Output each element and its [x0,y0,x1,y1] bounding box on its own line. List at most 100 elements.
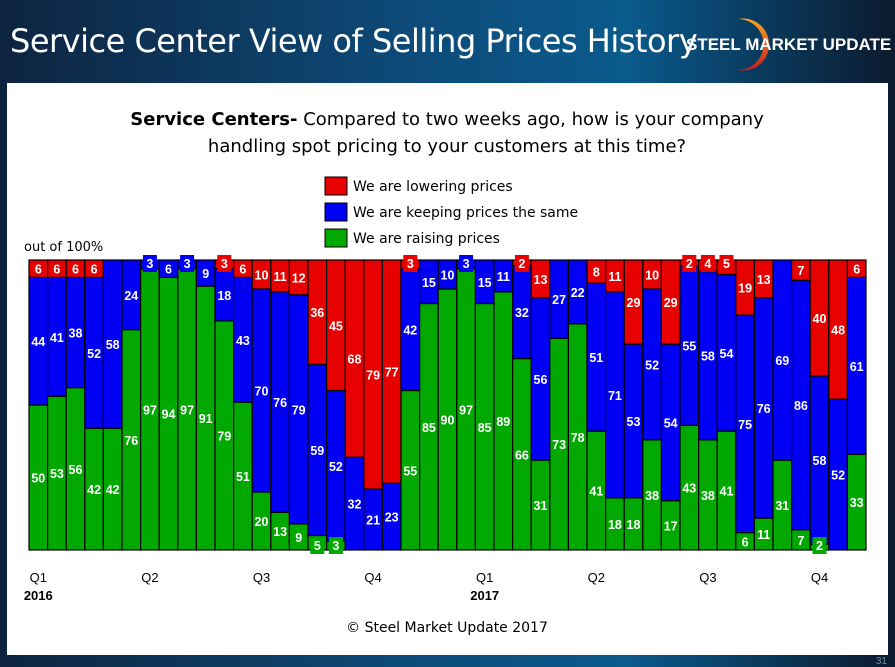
data-label: 41 [720,485,734,499]
data-label: 18 [627,518,641,532]
x-tick-label: Q2 [588,570,605,585]
data-label: 58 [106,338,120,352]
data-label: 79 [217,429,231,443]
data-label: 13 [534,273,548,287]
data-label: 97 [459,403,473,417]
data-label-box [459,255,474,272]
data-label: 23 [385,511,399,525]
page-number: 31 [875,656,887,667]
data-label: 52 [329,460,343,474]
data-label: 52 [87,347,101,361]
data-label: 36 [310,306,324,320]
data-label: 75 [738,418,752,432]
data-label: 55 [682,340,696,354]
data-label: 56 [69,463,83,477]
data-label: 33 [850,496,864,510]
x-tick-label: Q4 [811,570,828,585]
data-label: 3 [407,257,414,271]
data-label: 70 [255,385,269,399]
data-label-box [812,537,827,554]
data-label: 2 [518,257,525,271]
data-label: 21 [366,514,380,528]
data-label: 76 [273,396,287,410]
bar-segment [846,259,867,278]
data-label: 51 [236,470,250,484]
data-label: 79 [292,403,306,417]
data-label: 19 [738,282,752,296]
data-label: 58 [813,454,827,468]
data-label: 6 [239,263,246,277]
data-label: 3 [332,539,339,553]
data-label: 76 [124,434,138,448]
y-axis-label: out of 100% [24,240,103,255]
data-label: 85 [478,421,492,435]
data-label: 4 [704,257,711,271]
legend-swatch [324,202,348,222]
data-label-box [142,255,157,272]
data-label: 5 [314,539,321,553]
data-label: 86 [794,399,808,413]
legend-label: We are keeping prices the same [353,205,578,221]
data-label: 11 [497,270,510,284]
data-label-box [328,537,343,554]
data-label: 27 [552,293,566,307]
data-label: 76 [757,402,771,416]
x-tick-label: Q1 [30,570,47,585]
data-label: 6 [72,263,79,277]
data-label: 42 [403,324,417,338]
data-label: 53 [627,415,641,429]
data-label: 42 [106,483,120,497]
data-label: 32 [515,306,529,320]
data-label: 7 [797,264,804,278]
data-label: 15 [422,276,436,290]
data-label: 9 [295,531,302,545]
data-label: 20 [255,515,269,529]
legend-label: We are raising prices [353,231,500,247]
data-label: 29 [627,296,641,310]
data-label: 13 [757,273,771,287]
data-label-box [719,255,734,272]
data-label: 18 [608,518,622,532]
data-label: 48 [831,324,845,338]
data-label: 54 [664,416,678,430]
x-tick-label: Q4 [364,570,381,585]
data-label: 41 [50,331,64,345]
data-label: 44 [31,335,45,349]
data-label: 97 [180,403,194,417]
data-label: 18 [217,289,231,303]
x-axis: Q1 2016 Q2 Q3 Q4 Q1 2017 Q2 Q3 Q4 [24,570,828,603]
data-label: 40 [813,312,827,326]
data-label: 52 [831,469,845,483]
data-label: 91 [199,412,213,426]
data-label: 3 [146,257,153,271]
data-label: 41 [589,485,603,499]
data-label: 59 [310,444,324,458]
data-label: 43 [682,482,696,496]
data-label: 56 [534,373,548,387]
data-label: 89 [496,415,510,429]
data-label: 15 [478,276,492,290]
data-label: 94 [162,408,176,422]
data-label: 90 [441,414,455,428]
data-label: 11 [757,528,770,542]
data-label-box [310,537,325,554]
data-label: 11 [608,270,621,284]
data-label: 43 [236,334,250,348]
x-tick-label: Q1 [476,570,493,585]
data-label: 78 [571,431,585,445]
x-tick-label: Q3 [253,570,270,585]
data-label-box [700,255,715,272]
logo-text: STEEL MARKET UPDATE [686,35,891,54]
chart-title-rest: Compared to two weeks ago, how is your c… [297,109,764,130]
data-label: 6 [53,263,60,277]
data-label: 97 [143,403,157,417]
swoosh-icon [738,18,770,71]
data-label: 5 [723,257,730,271]
x-year-label: 2016 [24,588,53,603]
x-tick-label: Q3 [699,570,716,585]
data-label: 58 [701,350,715,364]
chart-title-line1: Service Centers- Compared to two weeks a… [130,109,764,130]
copyright: © Steel Market Update 2017 [346,620,548,636]
data-label: 42 [87,483,101,497]
